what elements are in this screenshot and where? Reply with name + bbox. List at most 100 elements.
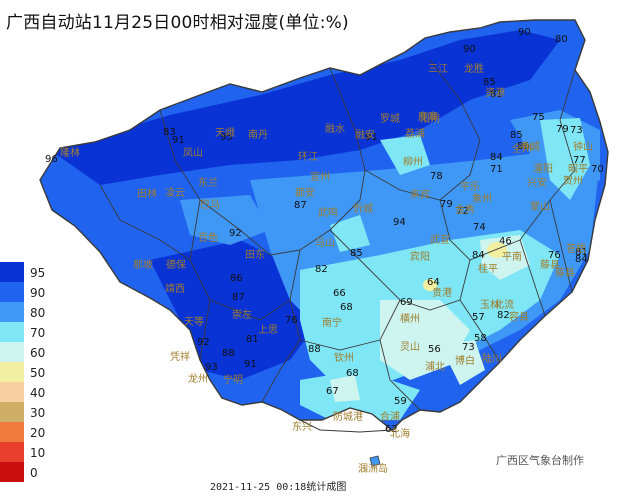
city-label: 恭城	[520, 141, 540, 153]
legend-row: 60	[0, 342, 60, 362]
city-label: 合浦	[380, 410, 400, 423]
city-label: 钟山	[573, 140, 593, 153]
credit-text: 广西区气象台制作	[496, 454, 584, 467]
city-label: 贺州	[563, 175, 583, 187]
station-value: 86	[517, 141, 530, 152]
station-value: 71	[490, 164, 503, 175]
legend-row: 30	[0, 402, 60, 422]
station-value: 70	[591, 164, 604, 175]
legend-label: 10	[30, 446, 46, 460]
legend-label: 70	[30, 326, 46, 340]
city-label: 凌云	[165, 186, 185, 199]
legend-swatch	[0, 302, 24, 322]
station-value: 78	[430, 171, 443, 182]
legend-label: 60	[30, 346, 46, 360]
legend-label: 80	[30, 306, 46, 320]
city-label: 南宁	[322, 316, 342, 329]
station-value: 95	[220, 132, 233, 143]
legend-label: 0	[30, 466, 38, 480]
city-label: 桂平	[478, 262, 498, 275]
station-value: 88	[308, 344, 321, 355]
station-value: 68	[340, 302, 353, 313]
station-value: 91	[365, 132, 378, 143]
station-value: 82	[497, 310, 510, 321]
legend-swatch	[0, 462, 24, 482]
boundary-lines	[39, 19, 609, 431]
station-value: 81	[246, 334, 259, 345]
city-label: 防城港	[333, 410, 363, 423]
city-label: 都安	[295, 186, 315, 199]
city-label: 容县	[509, 310, 529, 323]
city-label: 象州	[472, 193, 492, 205]
station-value: 76	[548, 250, 561, 261]
city-label: 南丹	[248, 128, 268, 141]
city-label: 资源	[485, 86, 505, 99]
city-label: 全州	[512, 142, 532, 155]
city-label: 灵山	[400, 341, 420, 353]
station-value: 93	[205, 362, 218, 373]
city-label: 钦州	[334, 352, 354, 364]
legend-row: 10	[0, 442, 60, 462]
legend-label: 90	[30, 286, 46, 300]
legend-row: 80	[0, 302, 60, 322]
station-value: 84	[472, 250, 485, 261]
legend-label: 40	[30, 386, 46, 400]
city-label: 鹿寨	[418, 110, 438, 123]
legend-swatch	[0, 402, 24, 422]
station-value: 88	[222, 348, 235, 359]
city-label: 宁明	[223, 373, 243, 386]
legend-row: 90	[0, 282, 60, 302]
city-label: 东兰	[198, 176, 218, 189]
legend-row: 0	[0, 462, 60, 482]
station-value: 79	[556, 124, 569, 135]
station-value: 46	[499, 236, 512, 247]
city-label: 北海	[390, 427, 410, 440]
station-value: 90	[463, 44, 476, 55]
legend-swatch	[0, 442, 24, 462]
city-label: 灌阳	[533, 163, 553, 175]
city-label: 昭平	[568, 163, 588, 175]
station-value: 66	[333, 288, 346, 299]
city-label: 蒙山	[530, 200, 550, 213]
city-label: 宾阳	[410, 250, 430, 263]
city-label: 罗城	[380, 113, 400, 125]
legend-swatch	[0, 322, 24, 342]
station-value: 82	[315, 264, 328, 275]
station-value: 81	[490, 89, 503, 100]
city-label: 环江	[298, 151, 318, 163]
city-label: 融安	[355, 128, 375, 141]
island	[369, 455, 381, 467]
legend-label: 30	[30, 406, 46, 420]
station-value: 64	[427, 277, 440, 288]
city-label: 贵港	[432, 286, 452, 299]
legend-row: 40	[0, 382, 60, 402]
station-value: 87	[294, 200, 307, 211]
station-value: 84	[490, 152, 503, 163]
legend-row: 95	[0, 262, 60, 282]
legend-swatch	[0, 342, 24, 362]
station-value: 92	[229, 228, 242, 239]
station-value: 73	[570, 125, 583, 136]
city-label: 来宾	[410, 188, 430, 201]
city-label: 融水	[325, 123, 345, 135]
station-value: 80	[555, 34, 568, 45]
city-label: 龙州	[188, 372, 208, 385]
city-label: 田林	[137, 187, 157, 200]
station-value: 57	[472, 312, 485, 323]
city-label: 藤县	[555, 267, 575, 279]
station-value: 75	[532, 112, 545, 123]
city-label: 金秀	[455, 203, 475, 216]
station-value: 86	[230, 273, 243, 284]
city-label: 博白	[455, 354, 475, 367]
city-label: 马山	[315, 237, 335, 249]
station-value: 84	[575, 254, 588, 265]
station-value: 96	[45, 154, 58, 165]
legend-swatch	[0, 382, 24, 402]
city-label: 苍梧	[566, 242, 586, 255]
city-label: 靖西	[165, 282, 185, 295]
station-value: 87	[232, 292, 245, 303]
city-label: 凭祥	[170, 350, 190, 363]
